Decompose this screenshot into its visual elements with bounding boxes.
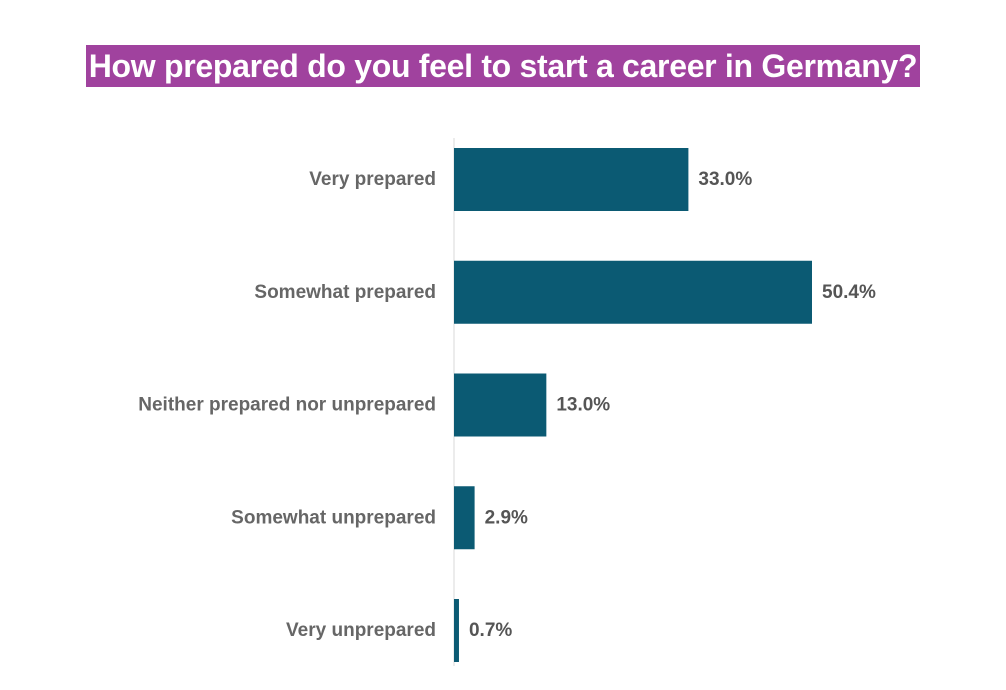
bar <box>454 148 689 211</box>
data-label: 0.7% <box>469 620 512 641</box>
data-label: 50.4% <box>822 282 876 303</box>
bar <box>454 486 475 550</box>
bar <box>454 599 459 662</box>
category-label: Somewhat prepared <box>254 282 436 303</box>
data-label: 13.0% <box>556 395 610 416</box>
category-label: Very unprepared <box>286 620 436 641</box>
bar <box>454 373 547 437</box>
bar <box>454 260 812 324</box>
category-label: Very prepared <box>309 169 436 190</box>
category-label: Neither prepared nor unprepared <box>138 395 436 416</box>
data-label: 33.0% <box>698 169 752 190</box>
chart-title: How prepared do you feel to start a care… <box>85 45 921 87</box>
category-label: Somewhat unprepared <box>231 507 436 528</box>
data-label: 2.9% <box>485 507 528 528</box>
chart-title-container: How prepared do you feel to start a care… <box>0 45 1006 87</box>
